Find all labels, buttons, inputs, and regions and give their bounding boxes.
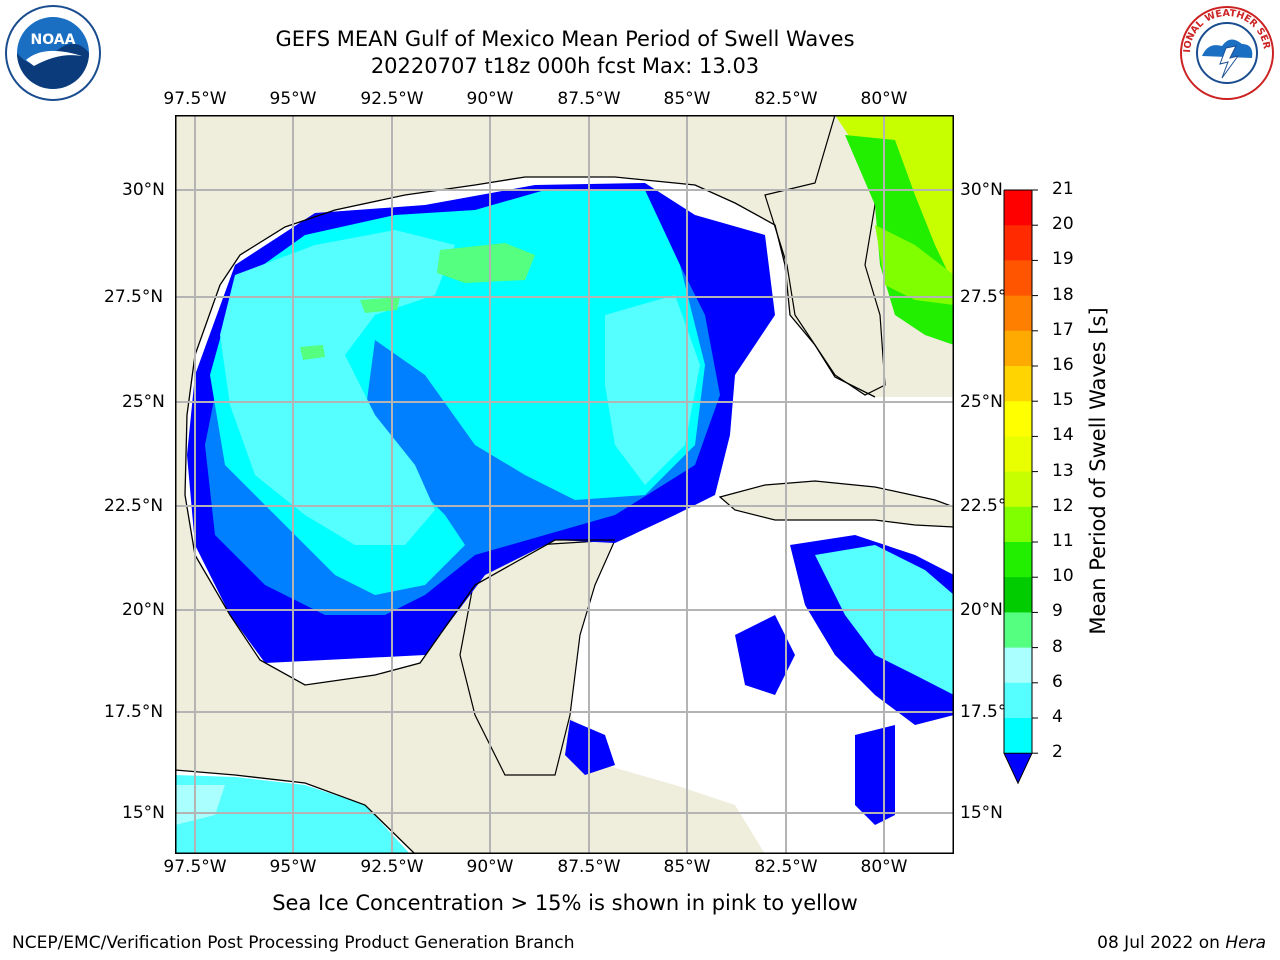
colorbar-tick-label: 10: [1052, 566, 1074, 587]
lon-label: 85°W: [663, 89, 711, 109]
coastline: [175, 176, 876, 854]
colorbar-band: [1004, 366, 1032, 402]
footer-machine: Hera: [1225, 933, 1266, 953]
colorbar-tick-label: 17: [1052, 319, 1074, 340]
colorbar-band: [1004, 542, 1032, 578]
lat-label: 15°N: [960, 803, 1003, 823]
colorbar-band: [1004, 612, 1032, 649]
colorbar-band: [1004, 295, 1032, 332]
lon-label: 85°W: [663, 857, 711, 877]
colorbar-band: [1004, 647, 1032, 684]
swell-aqua-east: [605, 295, 700, 485]
colorbar-band: [1004, 506, 1032, 543]
colorbar-tick-label: 8: [1052, 636, 1063, 657]
gulf-map: [175, 115, 954, 854]
lon-label: 97.5°W: [163, 857, 227, 877]
colorbar-tick-label: 19: [1052, 249, 1074, 270]
swell-pacific-light: [175, 785, 225, 825]
lat-label: 17.5°N: [104, 702, 164, 722]
footer-credit: NCEP/EMC/Verification Post Processing Pr…: [12, 933, 575, 953]
colorbar-tick-label: 21: [1052, 179, 1074, 199]
nws-logo: NATIONAL WEATHER SERVICE: [1178, 4, 1274, 100]
lon-label: 92.5°W: [360, 89, 424, 109]
colorbar-tick-label: 15: [1052, 390, 1074, 411]
colorbar-band: [1004, 225, 1032, 261]
colorbar-tick-label: 6: [1052, 671, 1063, 692]
swell-carib-5: [855, 725, 895, 825]
footer-date-text: 08 Jul 2022 on: [1097, 933, 1226, 953]
colorbar-tick-label: 18: [1052, 284, 1074, 305]
colorbar-band: [1004, 260, 1032, 297]
lon-label: 87.5°W: [557, 857, 621, 877]
lon-label: 90°W: [466, 89, 514, 109]
colorbar-band: [1004, 718, 1032, 754]
svg-text:NOAA: NOAA: [31, 32, 76, 48]
lon-label: 82.5°W: [754, 89, 818, 109]
graticule: [175, 115, 954, 854]
swell-green-2: [360, 297, 400, 313]
colorbar-title: Mean Period of Swell Waves [s]: [1086, 307, 1110, 635]
lon-label: 90°W: [466, 857, 514, 877]
colorbar-tick-label: 2: [1052, 742, 1063, 763]
lon-label: 80°W: [860, 857, 908, 877]
colorbar-tick-label: 12: [1052, 495, 1074, 516]
lon-label: 95°W: [269, 857, 317, 877]
lon-label: 80°W: [860, 89, 908, 109]
colorbar-band: [1004, 330, 1032, 367]
lat-label: 30°N: [960, 180, 1003, 200]
cuba-land: [718, 480, 954, 528]
colorbar-band: [1004, 577, 1032, 613]
colorbar: [1003, 189, 1038, 785]
lat-label: 20°N: [122, 600, 165, 620]
lat-label: 30°N: [122, 180, 165, 200]
lat-label: 20°N: [960, 600, 1003, 620]
map-subtitle: 20220707 t18z 000h fcst Max: 13.03: [370, 54, 760, 78]
florida-land: [764, 115, 886, 396]
colorbar-band: [1004, 401, 1032, 437]
colorbar-tick-label: 11: [1052, 531, 1074, 551]
lat-label: 22.5°N: [104, 496, 164, 516]
lon-label: 95°W: [269, 89, 317, 109]
lon-label: 87.5°W: [557, 89, 621, 109]
lon-label: 97.5°W: [163, 89, 227, 109]
lat-label: 25°N: [960, 392, 1003, 412]
noaa-logo: NOAA: [5, 5, 101, 101]
lat-label: 15°N: [122, 803, 165, 823]
colorbar-band: [1004, 471, 1032, 508]
sea-ice-note: Sea Ice Concentration > 15% is shown in …: [272, 891, 858, 915]
colorbar-band: [1004, 190, 1032, 226]
colorbar-extend-triangle: [1003, 752, 1033, 785]
lat-label: 27.5°N: [104, 287, 164, 307]
colorbar-tick-label: 20: [1052, 214, 1074, 235]
footer-date: 08 Jul 2022 on Hera: [1097, 933, 1266, 953]
colorbar-tick-label: 4: [1052, 707, 1063, 727]
colorbar-tick-label: 16: [1052, 355, 1074, 375]
swell-carib-3: [735, 615, 795, 695]
colorbar-tick-label: 13: [1052, 460, 1074, 481]
map-title: GEFS MEAN Gulf of Mexico Mean Period of …: [275, 27, 855, 51]
lon-label: 92.5°W: [360, 857, 424, 877]
colorbar-band: [1004, 682, 1032, 719]
swell-aqua: [220, 230, 455, 545]
colorbar-tick-label: 9: [1052, 601, 1063, 622]
colorbar-tick-label: 14: [1052, 425, 1074, 446]
swell-green-1: [437, 243, 535, 283]
lon-label: 82.5°W: [754, 857, 818, 877]
colorbar-band: [1004, 436, 1032, 473]
swell-green-3: [300, 345, 325, 360]
map-frame: [175, 115, 954, 854]
swell-atlantic-lightgreen: [875, 225, 954, 305]
lat-label: 25°N: [122, 392, 165, 412]
